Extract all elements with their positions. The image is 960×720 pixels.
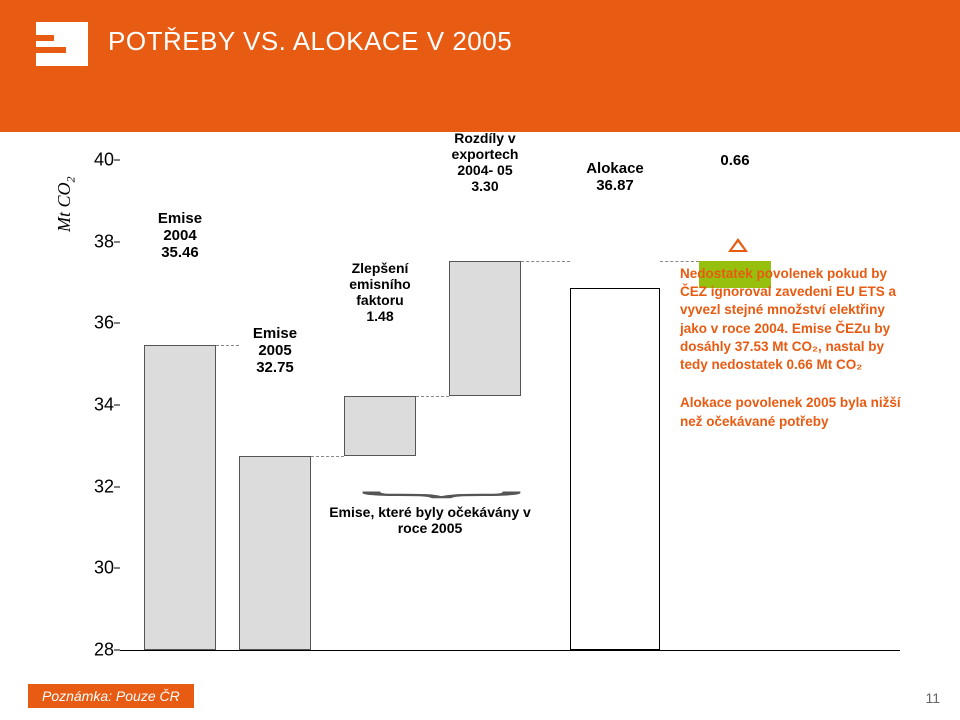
bar-fill bbox=[449, 261, 521, 396]
y-tick-mark bbox=[114, 486, 120, 487]
connector-dash bbox=[311, 456, 344, 457]
x-axis bbox=[120, 650, 900, 651]
connector-dash bbox=[660, 261, 699, 262]
bar-label: Emise200532.75 bbox=[205, 325, 345, 376]
bar bbox=[144, 345, 216, 650]
plot-area: 28303234363840Emise200435.46Emise200532.… bbox=[120, 160, 900, 650]
bar-label: Alokace36.87 bbox=[545, 160, 685, 194]
y-tick-mark bbox=[114, 160, 120, 161]
bar bbox=[344, 396, 416, 456]
bar-fill bbox=[570, 288, 660, 650]
bar-label: Rozdíly vexportech2004- 053.30 bbox=[415, 130, 555, 194]
cez-logo bbox=[36, 22, 88, 66]
connector-dash bbox=[521, 261, 570, 262]
annotation-text: Nedostatek povolenek pokud by ČEZ ignoro… bbox=[680, 265, 905, 431]
bar-fill bbox=[239, 456, 311, 650]
bar bbox=[570, 288, 660, 650]
bar bbox=[449, 261, 521, 396]
connector-dash bbox=[216, 345, 239, 346]
connector-dash bbox=[416, 396, 449, 397]
brace-caption: Emise, které byly očekávány vroce 2005 bbox=[310, 504, 550, 536]
bar-fill bbox=[344, 396, 416, 456]
page-number: 11 bbox=[925, 690, 940, 706]
y-axis-label: Mt CO2 bbox=[54, 177, 79, 233]
bar-label: Zlepšeníemisníhofaktoru1.48 bbox=[310, 260, 450, 324]
bar-label: 0.66 bbox=[665, 152, 805, 169]
y-tick-mark bbox=[114, 323, 120, 324]
y-tick-mark bbox=[114, 568, 120, 569]
waterfall-chart: 28303234363840Emise200435.46Emise200532.… bbox=[100, 160, 900, 650]
footer-note: Poznámka: Pouze ČR bbox=[28, 684, 194, 708]
title-banner: POTŘEBY VS. ALOKACE V 2005 bbox=[0, 0, 960, 132]
arrow-up-icon bbox=[728, 238, 748, 252]
bar-label: Emise200435.46 bbox=[110, 210, 250, 261]
bar-fill bbox=[144, 345, 216, 650]
bar bbox=[239, 456, 311, 650]
page-title: POTŘEBY VS. ALOKACE V 2005 bbox=[108, 26, 512, 57]
y-tick-mark bbox=[114, 405, 120, 406]
